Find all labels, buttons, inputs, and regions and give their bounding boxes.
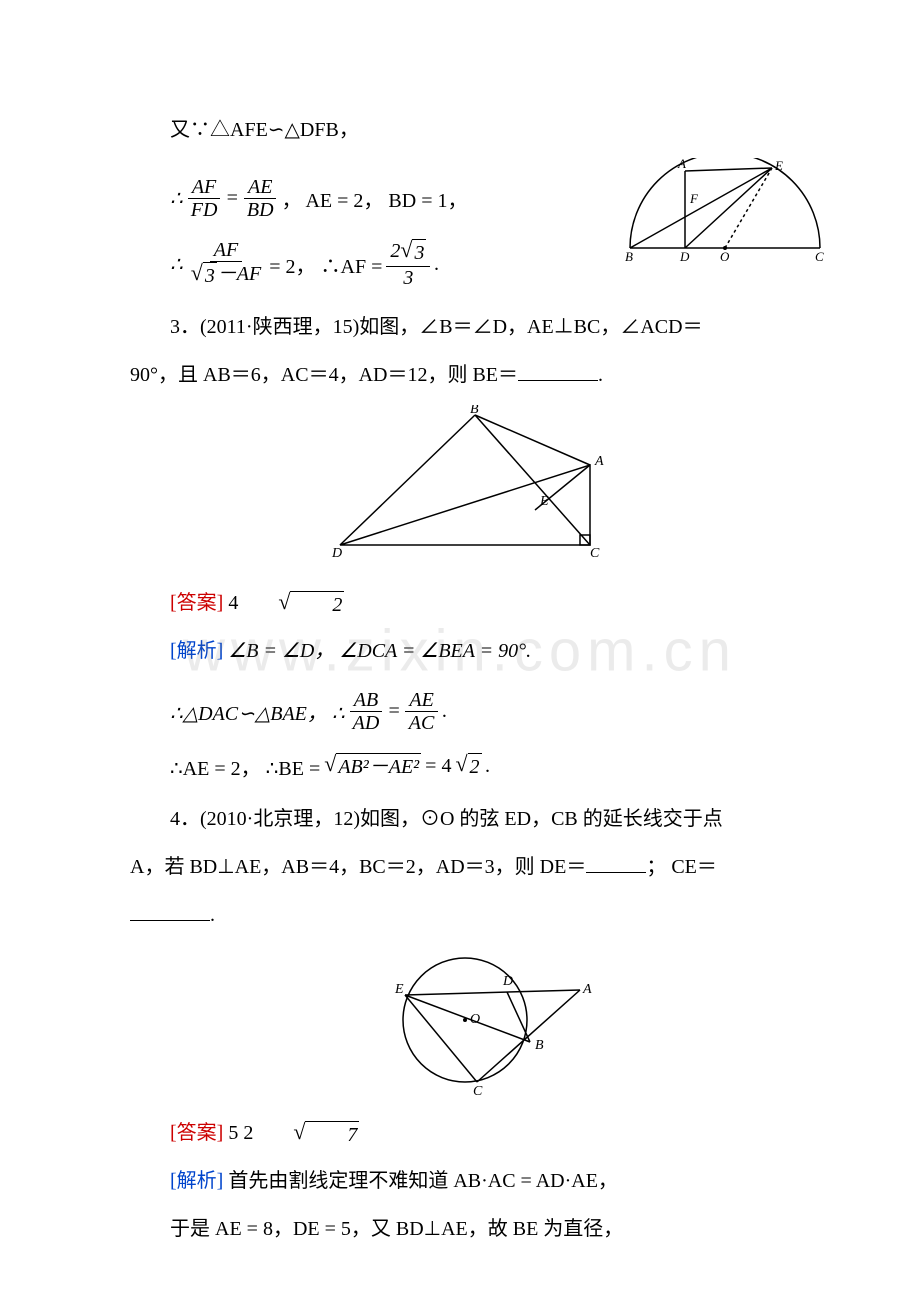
- row-eq-fig1: ∴ AF FD = AE BD ， AE = 2， BD = 1， ∴ AF √…: [130, 158, 830, 307]
- q4-answer: [答案] 5 2√7: [130, 1113, 830, 1153]
- svg-text:O: O: [470, 1012, 480, 1027]
- para-similar: 又∵△AFE∽△DFB，: [130, 110, 830, 150]
- svg-text:B: B: [535, 1038, 544, 1053]
- svg-text:O: O: [720, 249, 730, 264]
- svg-text:D: D: [679, 249, 690, 264]
- proc-label: [解析]: [170, 640, 223, 662]
- eq1-lead: ∴: [170, 186, 183, 211]
- svg-text:A: A: [582, 982, 592, 997]
- eq2: ∴ AF √3－AF = 2， ∴AF = 2√3 3 .: [170, 239, 590, 289]
- figure-circle-chords: E D A O B C: [130, 945, 830, 1095]
- q3-proc-line1: [解析] ∠B = ∠D， ∠DCA = ∠BEA = 90°.: [130, 631, 830, 671]
- svg-text:C: C: [473, 1084, 483, 1095]
- q3-eq2: ∴AE = 2， ∴BE = √AB²－AE² = 4 √2 .: [170, 752, 830, 781]
- q3-line1: 3．(2011·陕西理，15)如图，∠B＝∠D，AE⊥BC，∠ACD＝: [130, 307, 830, 347]
- svg-text:B: B: [470, 405, 479, 417]
- answer-label: [答案]: [170, 592, 223, 614]
- q3-eq1: ∴△DAC∽△BAE， ∴ ABAD = AEAC .: [170, 689, 830, 734]
- svg-text:A: A: [677, 158, 686, 171]
- q3-answer: [答案] 4√2: [130, 583, 830, 623]
- figure-triangle-bdac: B A E D C: [130, 405, 830, 565]
- svg-text:E: E: [539, 494, 549, 509]
- svg-text:B: B: [625, 249, 633, 264]
- eq1-frac1: AF FD: [187, 176, 222, 221]
- eq1: ∴ AF FD = AE BD ， AE = 2， BD = 1，: [170, 176, 590, 221]
- q3-line2: 90°，且 AB＝6，AC＝4，AD＝12，则 BE＝.: [130, 355, 830, 395]
- svg-text:A: A: [594, 454, 604, 469]
- svg-text:E: E: [774, 158, 783, 173]
- svg-text:F: F: [689, 191, 699, 206]
- q4-line2: A，若 BD⊥AE，AB＝4，BC＝2，AD＝3，则 DE＝； CE＝: [130, 847, 830, 887]
- q4-blank2: [130, 903, 210, 921]
- q4-line3: .: [130, 895, 830, 935]
- svg-text:E: E: [394, 982, 404, 997]
- q4-blank1: [586, 855, 646, 873]
- svg-text:D: D: [331, 546, 342, 561]
- q4-proc1: [解析] 首先由割线定理不难知道 AB·AC = AD·AE，: [130, 1161, 830, 1201]
- figure-semicircle: B D O C A E F: [620, 158, 830, 268]
- q4-proc2: 于是 AE = 8，DE = 5，又 BD⊥AE，故 BE 为直径，: [130, 1209, 830, 1249]
- eq2-frac1: AF √3－AF: [187, 239, 266, 289]
- q3-blank: [518, 363, 598, 381]
- svg-text:C: C: [815, 249, 824, 264]
- svg-text:D: D: [502, 974, 513, 989]
- q4-line1: 4．(2010·北京理，12)如图，⊙O 的弦 ED，CB 的延长线交于点: [130, 799, 830, 839]
- svg-text:C: C: [590, 546, 600, 561]
- eq1-frac2: AE BD: [243, 176, 278, 221]
- eq2-frac2: 2√3 3: [386, 239, 430, 289]
